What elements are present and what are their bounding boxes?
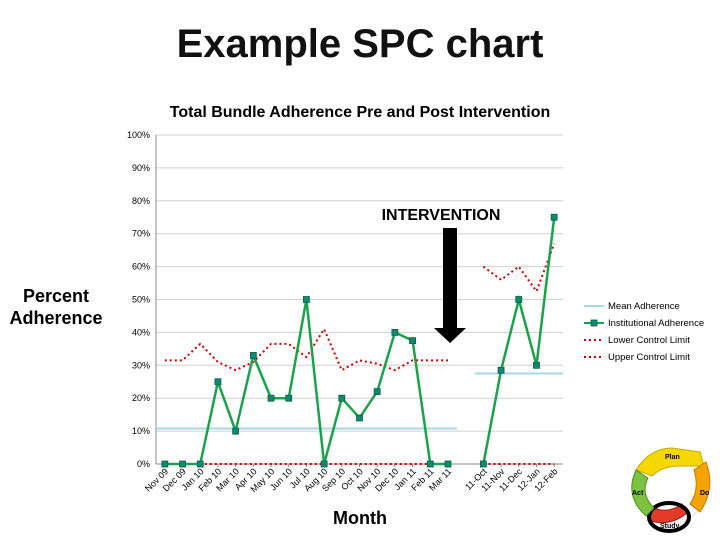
y-tick-label: 30% bbox=[132, 360, 150, 370]
y-tick-label: 10% bbox=[132, 426, 150, 436]
data-point bbox=[356, 414, 363, 422]
y-tick-label: 50% bbox=[132, 295, 150, 305]
data-point bbox=[550, 213, 558, 221]
data-point bbox=[426, 460, 434, 468]
data-point bbox=[338, 394, 346, 402]
chart-title: Total Bundle Adherence Pre and Post Inte… bbox=[169, 104, 551, 121]
y-tick-label: 40% bbox=[132, 327, 150, 337]
y-tick-label: 0% bbox=[137, 459, 150, 469]
legend-label-lower-control-limit: Lower Control Limit bbox=[608, 335, 690, 346]
legend-label-institutional-adherence: Institutional Adherence bbox=[608, 318, 704, 329]
y-tick-label: 90% bbox=[132, 163, 150, 173]
data-point bbox=[214, 378, 222, 386]
data-point bbox=[232, 427, 240, 435]
series-line-institutional-adherence bbox=[482, 217, 556, 465]
data-point bbox=[391, 328, 399, 336]
y-tick-label: 70% bbox=[132, 229, 150, 239]
legend-marker bbox=[590, 319, 598, 327]
slide-title: Example SPC chart bbox=[176, 22, 544, 66]
data-point bbox=[303, 296, 310, 303]
y-tick-label: 80% bbox=[132, 196, 150, 206]
x-axis-label: Month bbox=[333, 508, 387, 528]
legend-label-upper-control-limit: Upper Control Limit bbox=[608, 352, 690, 363]
data-point bbox=[179, 460, 186, 468]
data-point bbox=[409, 337, 416, 345]
legend-label-mean-adherence: Mean Adherence bbox=[608, 301, 680, 312]
data-point bbox=[479, 460, 487, 468]
data-point bbox=[444, 460, 452, 468]
data-point bbox=[515, 296, 523, 303]
data-point bbox=[373, 388, 381, 396]
y-tick-label: 100% bbox=[127, 130, 150, 140]
data-point bbox=[161, 460, 169, 468]
y-axis-label-line-1: Percent bbox=[22, 286, 90, 306]
data-point bbox=[320, 460, 328, 468]
y-axis-label: Percent Adherence bbox=[2, 285, 110, 329]
data-point bbox=[533, 361, 540, 369]
intervention-arrow-shaft bbox=[443, 228, 457, 328]
data-point bbox=[497, 366, 505, 374]
y-axis-label-line-2: Adherence bbox=[9, 308, 103, 328]
series-line-institutional-adherence bbox=[164, 299, 448, 466]
series-line-upper-control-limit bbox=[164, 326, 448, 372]
series-line-upper-control-limit bbox=[482, 243, 556, 294]
data-point bbox=[249, 352, 257, 359]
y-tick-label: 20% bbox=[132, 393, 150, 403]
data-point bbox=[196, 460, 204, 468]
intervention-annotation: INTERVENTION bbox=[382, 207, 501, 224]
data-point bbox=[285, 394, 293, 402]
y-tick-label: 60% bbox=[132, 262, 150, 272]
data-point bbox=[267, 394, 275, 402]
intervention-arrow-head bbox=[434, 328, 466, 343]
